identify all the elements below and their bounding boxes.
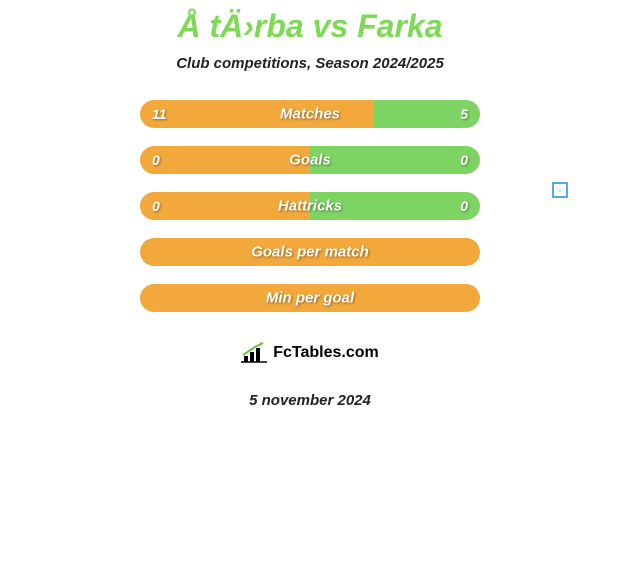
fctables-logo: FcTables.com [203, 332, 418, 374]
page-title: Å tÄ›rba vs Farka [178, 8, 443, 45]
bar-row: Hattricks 0 0 [140, 192, 480, 220]
bar-row: Goals 0 0 [140, 146, 480, 174]
bar-value-right: 0 [460, 198, 468, 214]
bar-segment-left [140, 146, 310, 174]
bar-label: Hattricks [278, 198, 342, 215]
bar-value-left: 11 [152, 106, 167, 122]
left-logo-oval-1 [8, 102, 113, 127]
bar-row: Matches 11 5 [140, 100, 480, 128]
placeholder-icon: ▫ [552, 182, 568, 198]
right-logo-oval-1 [508, 102, 613, 127]
bar-label: Goals [289, 152, 331, 169]
bar-value-right: 5 [460, 106, 468, 122]
subtitle: Club competitions, Season 2024/2025 [176, 55, 444, 72]
bar-value-left: 0 [152, 152, 160, 168]
chart-icon [241, 342, 267, 364]
date-label: 5 november 2024 [249, 392, 371, 409]
bar-row: Goals per match [140, 238, 480, 266]
bar-segment-right [310, 146, 480, 174]
bar-label: Goals per match [251, 244, 369, 261]
fctables-text: FcTables.com [273, 344, 379, 362]
bar-value-left: 0 [152, 198, 160, 214]
bar-label: Min per goal [266, 290, 354, 307]
chart-area: Matches 11 5 Goals 0 0 Hattricks 0 0 Goals per ma… [0, 100, 620, 312]
bar-value-right: 0 [460, 152, 468, 168]
bar-label: Matches [280, 106, 340, 123]
left-logos [0, 100, 120, 180]
bar-row: Min per goal [140, 284, 480, 312]
right-logos: ▫ [500, 100, 620, 232]
right-logo-circle: ▫ [513, 147, 608, 232]
bars-container: Matches 11 5 Goals 0 0 Hattricks 0 0 Goals per ma… [140, 100, 480, 312]
left-logo-oval-2 [10, 157, 110, 180]
